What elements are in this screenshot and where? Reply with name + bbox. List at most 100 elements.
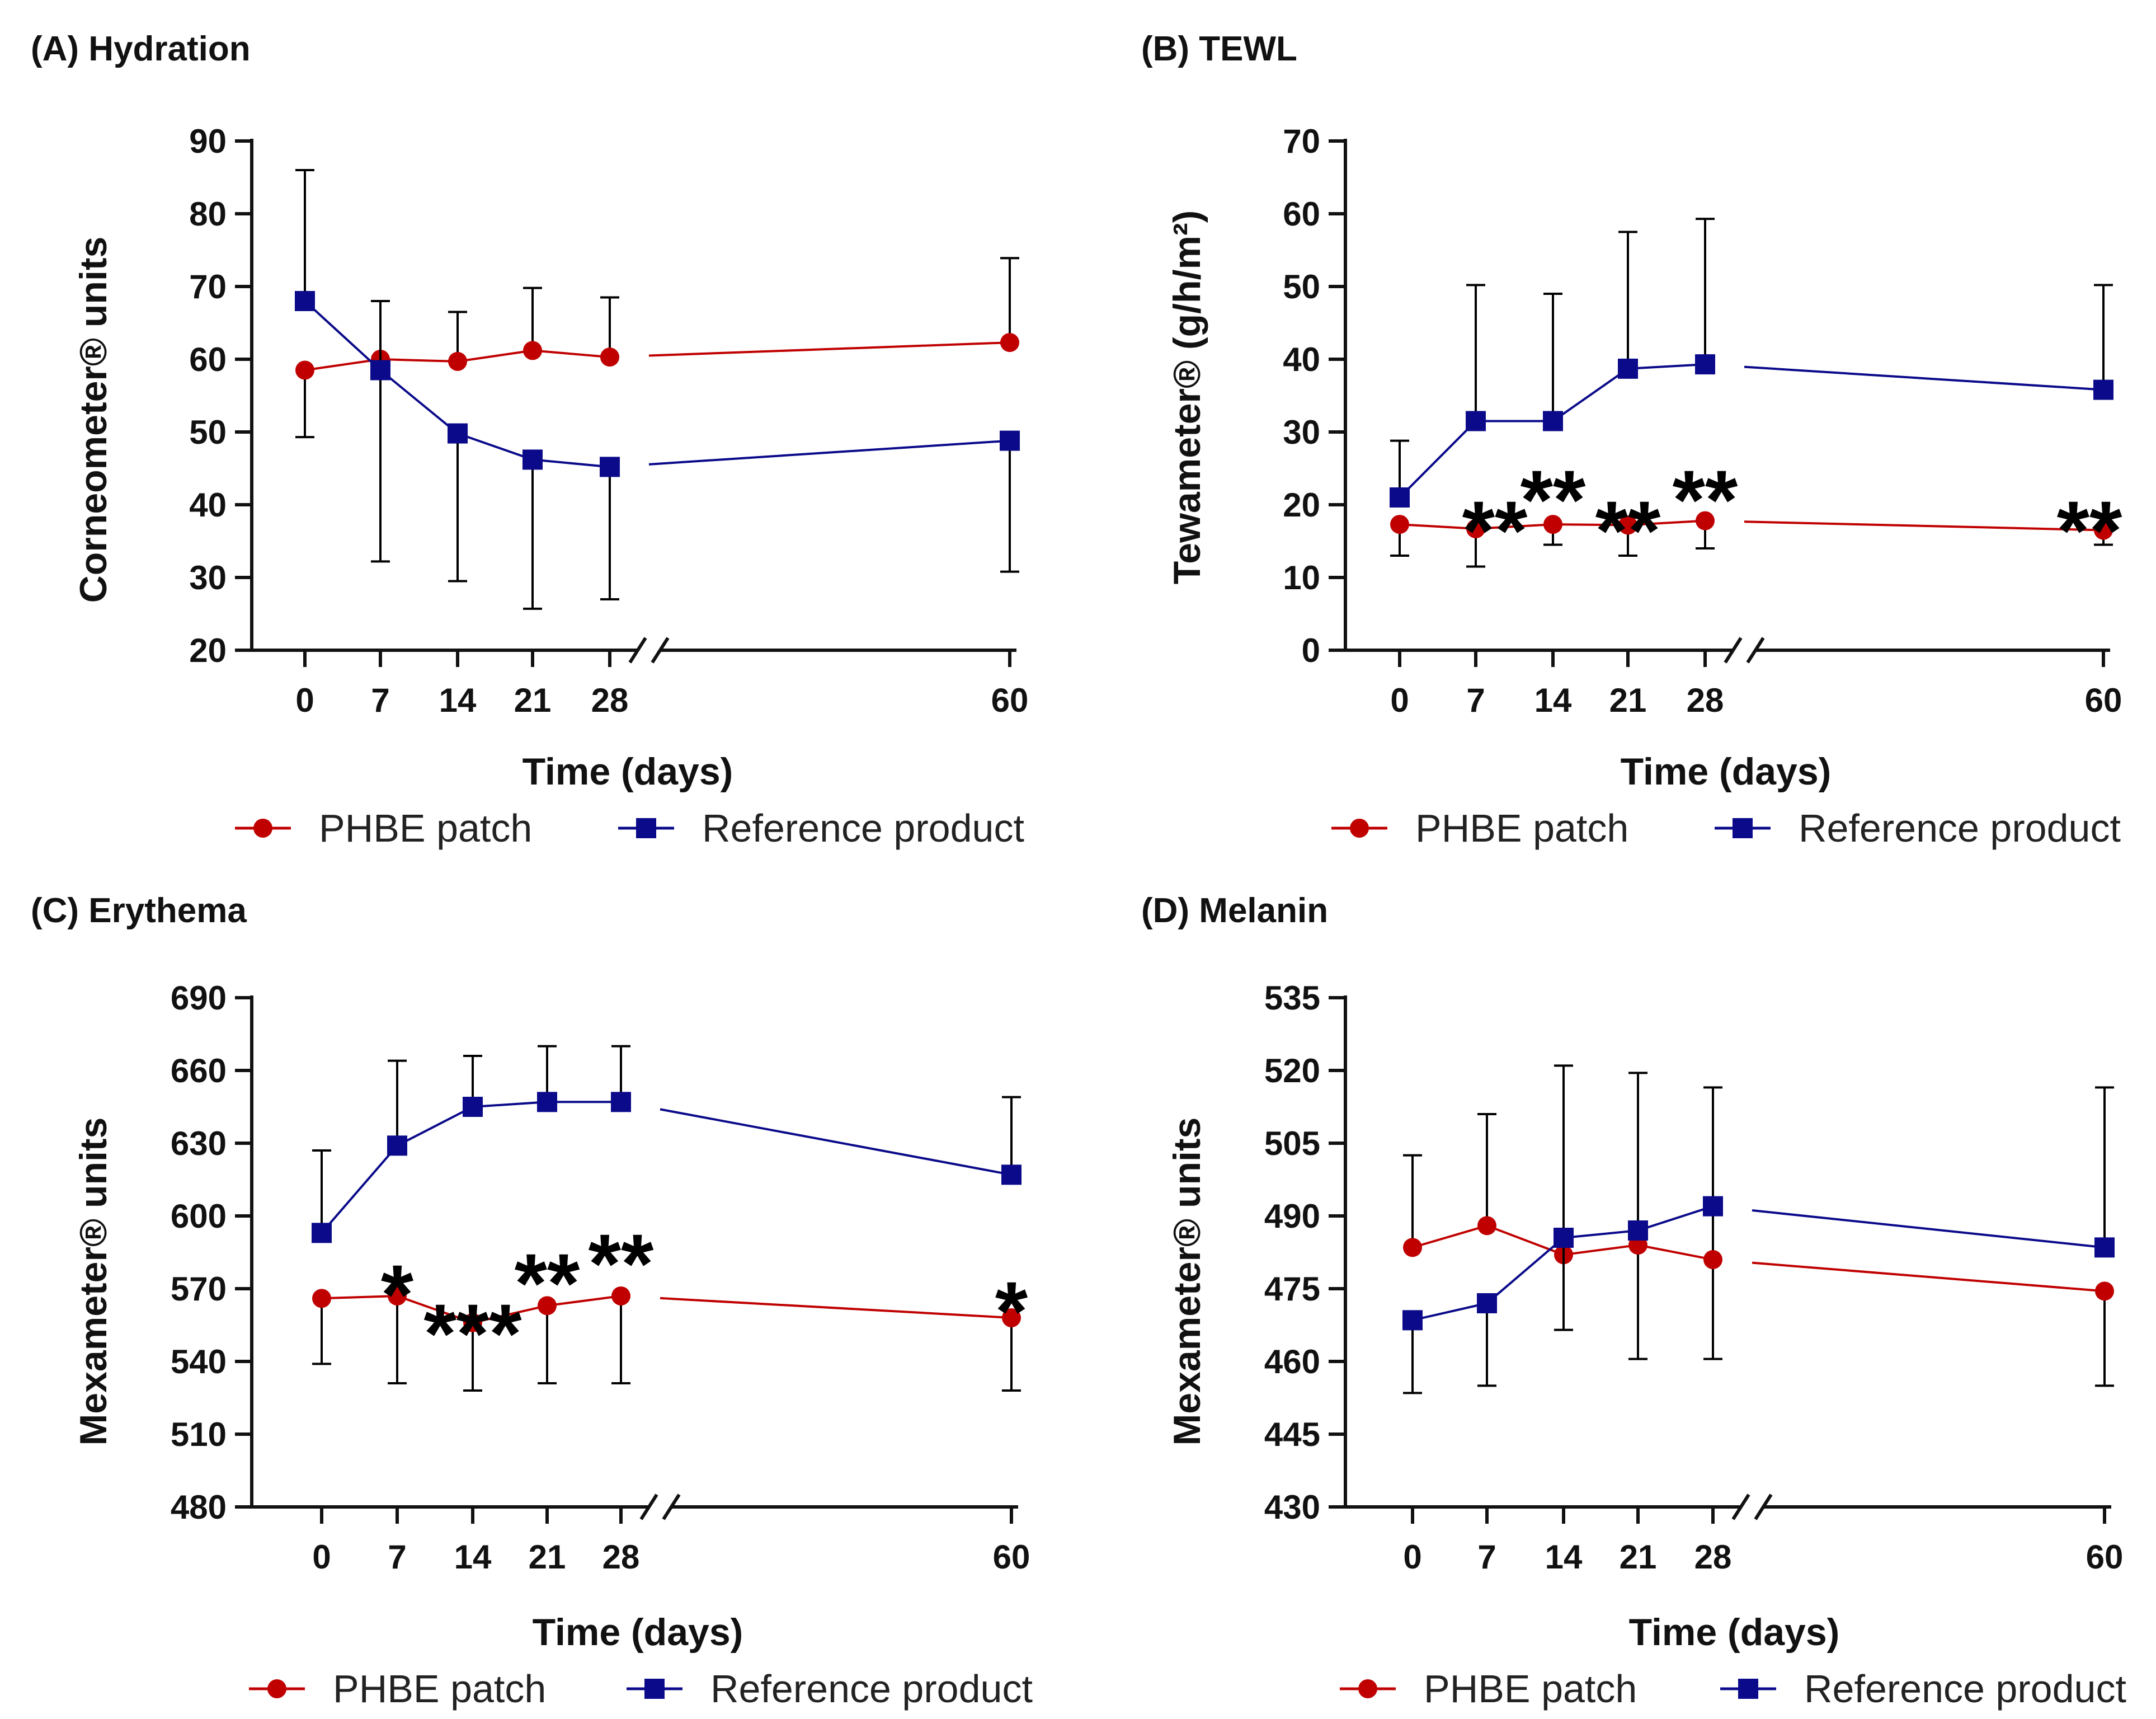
significance-annotation: ** bbox=[589, 1217, 654, 1311]
y-tick-label: 430 bbox=[1264, 1488, 1320, 1526]
x-tick-label: 14 bbox=[454, 1538, 492, 1576]
y-tick-label: 50 bbox=[1283, 268, 1320, 306]
significance-annotation: ** bbox=[1673, 453, 1738, 547]
y-tick-label: 80 bbox=[189, 195, 227, 233]
reference-point bbox=[1703, 1196, 1723, 1217]
phbe-point bbox=[388, 1286, 407, 1305]
phbe-point bbox=[295, 360, 314, 380]
reference-point bbox=[1695, 354, 1715, 375]
axis-break-mark bbox=[651, 637, 670, 664]
x-axis-label: Time (days) bbox=[1629, 1611, 1840, 1654]
panel-title: (D) Melanin bbox=[1141, 891, 1328, 930]
axis-break-mark bbox=[662, 1493, 681, 1520]
y-axis-label: Mexameter® units bbox=[1166, 1117, 1208, 1446]
legend-phbe-marker bbox=[1358, 1679, 1377, 1698]
reference-point bbox=[611, 1092, 631, 1112]
legend: PHBE patch Reference product bbox=[235, 806, 1024, 850]
phbe-point bbox=[1696, 511, 1715, 530]
axis-break-mark bbox=[1746, 637, 1765, 664]
reference-point bbox=[1000, 430, 1020, 451]
reference-point bbox=[370, 360, 390, 381]
reference-point bbox=[387, 1135, 407, 1156]
y-tick-label: 0 bbox=[1302, 632, 1320, 669]
axis-break-mark bbox=[1731, 1493, 1750, 1520]
legend-reference-marker bbox=[1738, 1679, 1758, 1699]
y-tick-label: 480 bbox=[171, 1488, 227, 1526]
legend-reference-label: Reference product bbox=[1804, 1667, 2126, 1711]
phbe-point bbox=[312, 1289, 331, 1308]
phbe-series-line-after-break bbox=[1744, 520, 2104, 532]
legend: PHBE patch Reference product bbox=[1340, 1667, 2126, 1711]
y-tick-label: 60 bbox=[189, 341, 227, 378]
reference-point bbox=[1554, 1228, 1574, 1248]
phbe-point bbox=[2094, 520, 2113, 540]
x-tick-label: 21 bbox=[1620, 1538, 1657, 1576]
x-tick-label: 21 bbox=[1609, 682, 1647, 719]
reference-point bbox=[463, 1097, 483, 1117]
reference-series-line-after-break bbox=[1752, 1209, 2105, 1249]
x-tick-label: 0 bbox=[312, 1538, 331, 1576]
panel-title: (A) Hydration bbox=[31, 30, 251, 68]
x-tick-label: 7 bbox=[371, 682, 389, 719]
x-tick-label: 60 bbox=[993, 1538, 1030, 1576]
reference-point bbox=[1477, 1293, 1497, 1313]
legend-reference-marker bbox=[1733, 818, 1753, 838]
significance-annotation: ** bbox=[1595, 483, 1661, 577]
legend-phbe-label: PHBE patch bbox=[333, 1667, 546, 1711]
significance-annotation: * bbox=[995, 1264, 1028, 1358]
x-tick-label: 14 bbox=[439, 682, 477, 719]
reference-point bbox=[1390, 487, 1410, 508]
y-tick-label: 70 bbox=[1283, 123, 1320, 160]
y-tick-label: 10 bbox=[1283, 559, 1320, 597]
phbe-point bbox=[1703, 1250, 1722, 1269]
reference-point bbox=[2093, 379, 2113, 400]
reference-point bbox=[448, 423, 468, 444]
y-tick-label: 535 bbox=[1264, 979, 1320, 1017]
legend-phbe-marker bbox=[253, 819, 272, 838]
x-tick-label: 21 bbox=[529, 1538, 566, 1576]
legend: PHBE patch Reference product bbox=[249, 1667, 1033, 1711]
x-tick-label: 60 bbox=[2086, 1538, 2124, 1576]
y-tick-label: 50 bbox=[189, 414, 227, 451]
phbe-point bbox=[611, 1286, 630, 1305]
y-axis-label: Tewameter® (g/h/m²) bbox=[1166, 210, 1208, 584]
x-tick-label: 7 bbox=[388, 1538, 406, 1576]
y-axis-label: Mexameter® units bbox=[72, 1117, 115, 1446]
phbe-point bbox=[448, 351, 467, 371]
legend-phbe-label: PHBE patch bbox=[1424, 1667, 1637, 1711]
reference-series-line-after-break bbox=[660, 1108, 1012, 1176]
significance-annotation: ** bbox=[2057, 483, 2122, 577]
y-tick-label: 600 bbox=[171, 1197, 227, 1235]
y-tick-label: 505 bbox=[1264, 1125, 1320, 1162]
y-tick-label: 520 bbox=[1264, 1052, 1320, 1089]
y-tick-label: 90 bbox=[189, 123, 227, 160]
phbe-series-line-after-break bbox=[660, 1297, 1012, 1319]
reference-point bbox=[1466, 411, 1486, 431]
reference-point bbox=[1543, 411, 1563, 431]
x-tick-label: 14 bbox=[1545, 1538, 1583, 1576]
panel-title: (B) TEWL bbox=[1141, 30, 1297, 68]
y-tick-label: 690 bbox=[171, 979, 227, 1017]
x-tick-label: 7 bbox=[1466, 682, 1485, 719]
axis-break-mark bbox=[628, 637, 647, 664]
phbe-series-line-after-break bbox=[648, 341, 1010, 357]
legend-reference-label: Reference product bbox=[702, 806, 1024, 850]
phbe-point bbox=[1390, 515, 1409, 534]
y-tick-label: 70 bbox=[189, 268, 227, 306]
reference-point bbox=[2094, 1237, 2115, 1258]
phbe-point bbox=[463, 1313, 482, 1332]
phbe-series-line-after-break bbox=[1752, 1261, 2105, 1293]
x-tick-label: 28 bbox=[1687, 682, 1724, 719]
legend-phbe-marker bbox=[1350, 819, 1369, 838]
x-tick-label: 21 bbox=[514, 682, 552, 719]
legend: PHBE patch Reference product bbox=[1331, 806, 2121, 850]
phbe-point bbox=[1477, 1216, 1496, 1236]
axis-break-mark bbox=[1724, 637, 1743, 664]
y-tick-label: 540 bbox=[171, 1343, 227, 1380]
x-tick-label: 28 bbox=[1694, 1538, 1732, 1576]
phbe-point bbox=[2095, 1281, 2114, 1301]
reference-point bbox=[1618, 358, 1638, 379]
y-tick-label: 40 bbox=[1283, 341, 1320, 378]
panel-a-hydration: (A) Hydration Corneometer® units Time (d… bbox=[31, 30, 1028, 850]
reference-point bbox=[522, 449, 543, 470]
